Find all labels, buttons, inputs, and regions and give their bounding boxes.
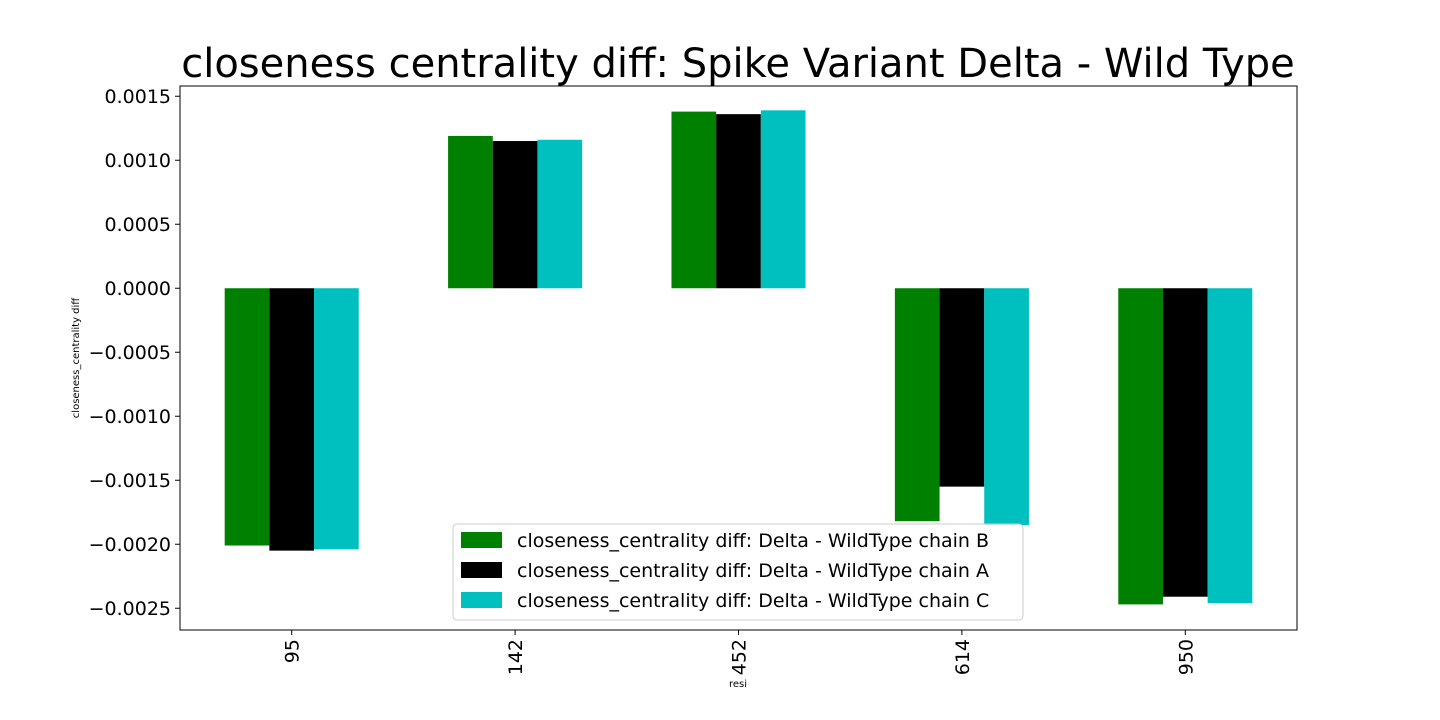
y-tick-label: −0.0010 xyxy=(89,406,171,428)
bar xyxy=(760,110,806,289)
bar xyxy=(984,288,1029,526)
bar xyxy=(448,135,493,289)
chart-title: closeness centrality diff: Spike Variant… xyxy=(181,41,1295,87)
legend-label: closeness_centrality diff: Delta - WildT… xyxy=(517,590,989,612)
bars-layer xyxy=(224,110,1253,605)
legend-swatch xyxy=(461,592,502,608)
legend-box xyxy=(452,523,1024,621)
x-tick-label: 950 xyxy=(1175,639,1197,675)
legend-swatch xyxy=(461,562,502,578)
x-tick-label: 95 xyxy=(282,639,304,663)
x-tick-label: 452 xyxy=(729,639,751,675)
bar xyxy=(894,288,940,522)
y-axis-label: closeness_centrality diff xyxy=(71,297,82,419)
y-axis: 0.0015 0.0010 0.0005 0.0000 −0.0005 −0.0010 −0… xyxy=(89,86,180,620)
x-tick-label: 614 xyxy=(952,639,974,675)
bar xyxy=(314,288,359,550)
bar xyxy=(537,139,583,289)
bar xyxy=(1118,288,1163,605)
legend: closeness_centrality diff: Delta - WildT… xyxy=(452,523,1024,621)
y-tick-label: 0.0010 xyxy=(105,150,171,172)
bar xyxy=(671,111,717,289)
bar xyxy=(1207,288,1253,604)
bar xyxy=(224,288,270,546)
y-tick-label: −0.0025 xyxy=(89,598,171,620)
legend-swatch xyxy=(461,532,502,548)
y-tick-label: 0.0015 xyxy=(105,86,171,108)
legend-label: closeness_centrality diff: Delta - WildT… xyxy=(517,530,989,552)
y-tick-label: 0.0005 xyxy=(105,214,171,236)
bar xyxy=(492,141,538,289)
bar xyxy=(939,288,985,487)
x-axis: 95 142 452 614 950 xyxy=(282,630,1197,675)
legend-label: closeness_centrality diff: Delta - WildT… xyxy=(517,560,989,582)
bar xyxy=(269,288,315,551)
y-tick-label: −0.0020 xyxy=(89,534,171,556)
x-tick-label: 142 xyxy=(505,639,527,675)
bar xyxy=(1162,288,1208,597)
y-tick-label: 0.0000 xyxy=(105,278,171,300)
bar xyxy=(716,114,761,289)
x-axis-label: resi xyxy=(729,679,747,690)
y-tick-label: −0.0015 xyxy=(89,470,171,492)
y-tick-label: −0.0005 xyxy=(89,342,171,364)
